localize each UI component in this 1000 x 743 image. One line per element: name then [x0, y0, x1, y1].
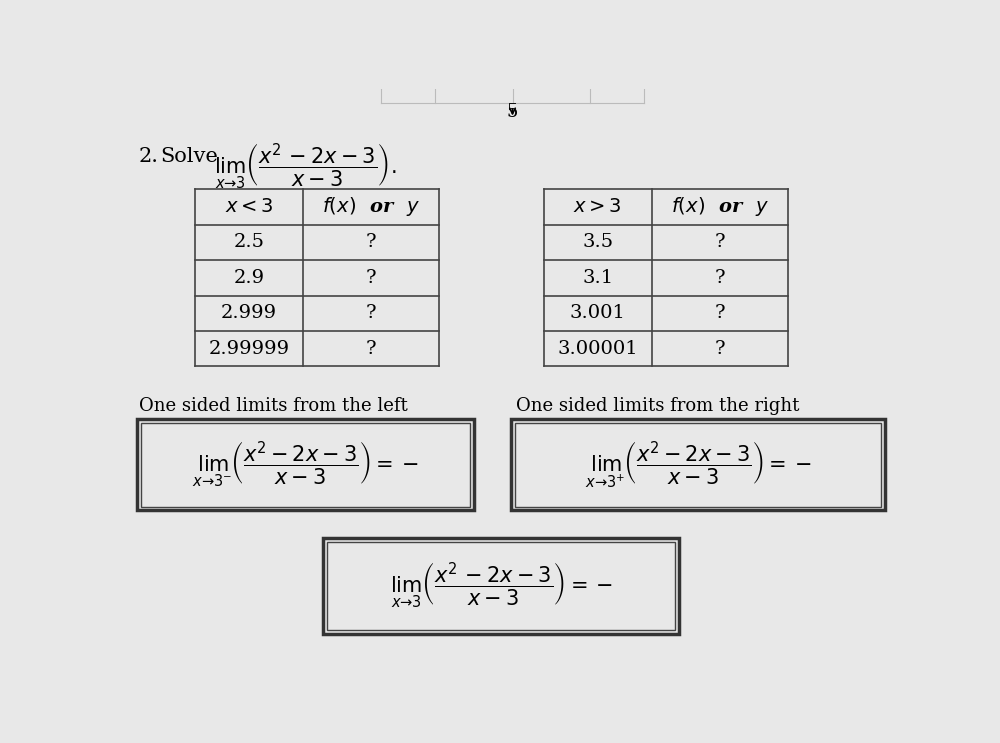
Text: 2.: 2. — [139, 147, 159, 166]
Bar — [511, 419, 885, 510]
Text: 3.1: 3.1 — [582, 269, 613, 287]
Text: 3.001: 3.001 — [570, 304, 626, 322]
Text: ?: ? — [714, 340, 725, 357]
Text: $\lim_{x\to 3^-}\!\left(\dfrac{x^2-2x-3}{x-3}\right) = -$: $\lim_{x\to 3^-}\!\left(\dfrac{x^2-2x-3}… — [192, 440, 419, 489]
Text: Solve: Solve — [160, 147, 218, 166]
Text: 3.5: 3.5 — [582, 233, 613, 251]
Text: 2.9: 2.9 — [233, 269, 265, 287]
Text: $x < 3$: $x < 3$ — [225, 198, 273, 216]
Text: ?: ? — [714, 233, 725, 251]
Text: 2.5: 2.5 — [234, 233, 264, 251]
Text: $x > 3$: $x > 3$ — [573, 198, 622, 216]
Bar — [323, 538, 679, 634]
Text: One sided limits from the right: One sided limits from the right — [516, 398, 800, 415]
Text: One sided limits from the left: One sided limits from the left — [139, 398, 408, 415]
Text: $f(x)$  or  $y$: $f(x)$ or $y$ — [322, 195, 420, 218]
Bar — [137, 419, 474, 510]
Text: ?: ? — [714, 304, 725, 322]
Bar — [515, 423, 881, 507]
Text: ?: ? — [366, 340, 376, 357]
Text: ?: ? — [366, 304, 376, 322]
Text: $\lim_{x\to 3}\left(\dfrac{x^2-2x-3}{x-3}\right) = -$: $\lim_{x\to 3}\left(\dfrac{x^2-2x-3}{x-3… — [390, 561, 613, 611]
Text: $\lim_{x\to 3}\left(\dfrac{x^2-2x-3}{x-3}\right).$: $\lim_{x\to 3}\left(\dfrac{x^2-2x-3}{x-3… — [214, 141, 397, 191]
Text: ?: ? — [366, 233, 376, 251]
Text: $f(x)$  or  $y$: $f(x)$ or $y$ — [671, 195, 769, 218]
Text: ?: ? — [366, 269, 376, 287]
Text: ?: ? — [714, 269, 725, 287]
Bar — [327, 542, 675, 630]
Bar — [141, 423, 470, 507]
Text: 3.00001: 3.00001 — [557, 340, 638, 357]
Text: 2.999: 2.999 — [221, 304, 277, 322]
Text: 5: 5 — [507, 103, 518, 121]
Text: $\lim_{x\to 3^+}\!\left(\dfrac{x^2-2x-3}{x-3}\right) = -$: $\lim_{x\to 3^+}\!\left(\dfrac{x^2-2x-3}… — [585, 439, 811, 490]
Text: 2.99999: 2.99999 — [208, 340, 290, 357]
